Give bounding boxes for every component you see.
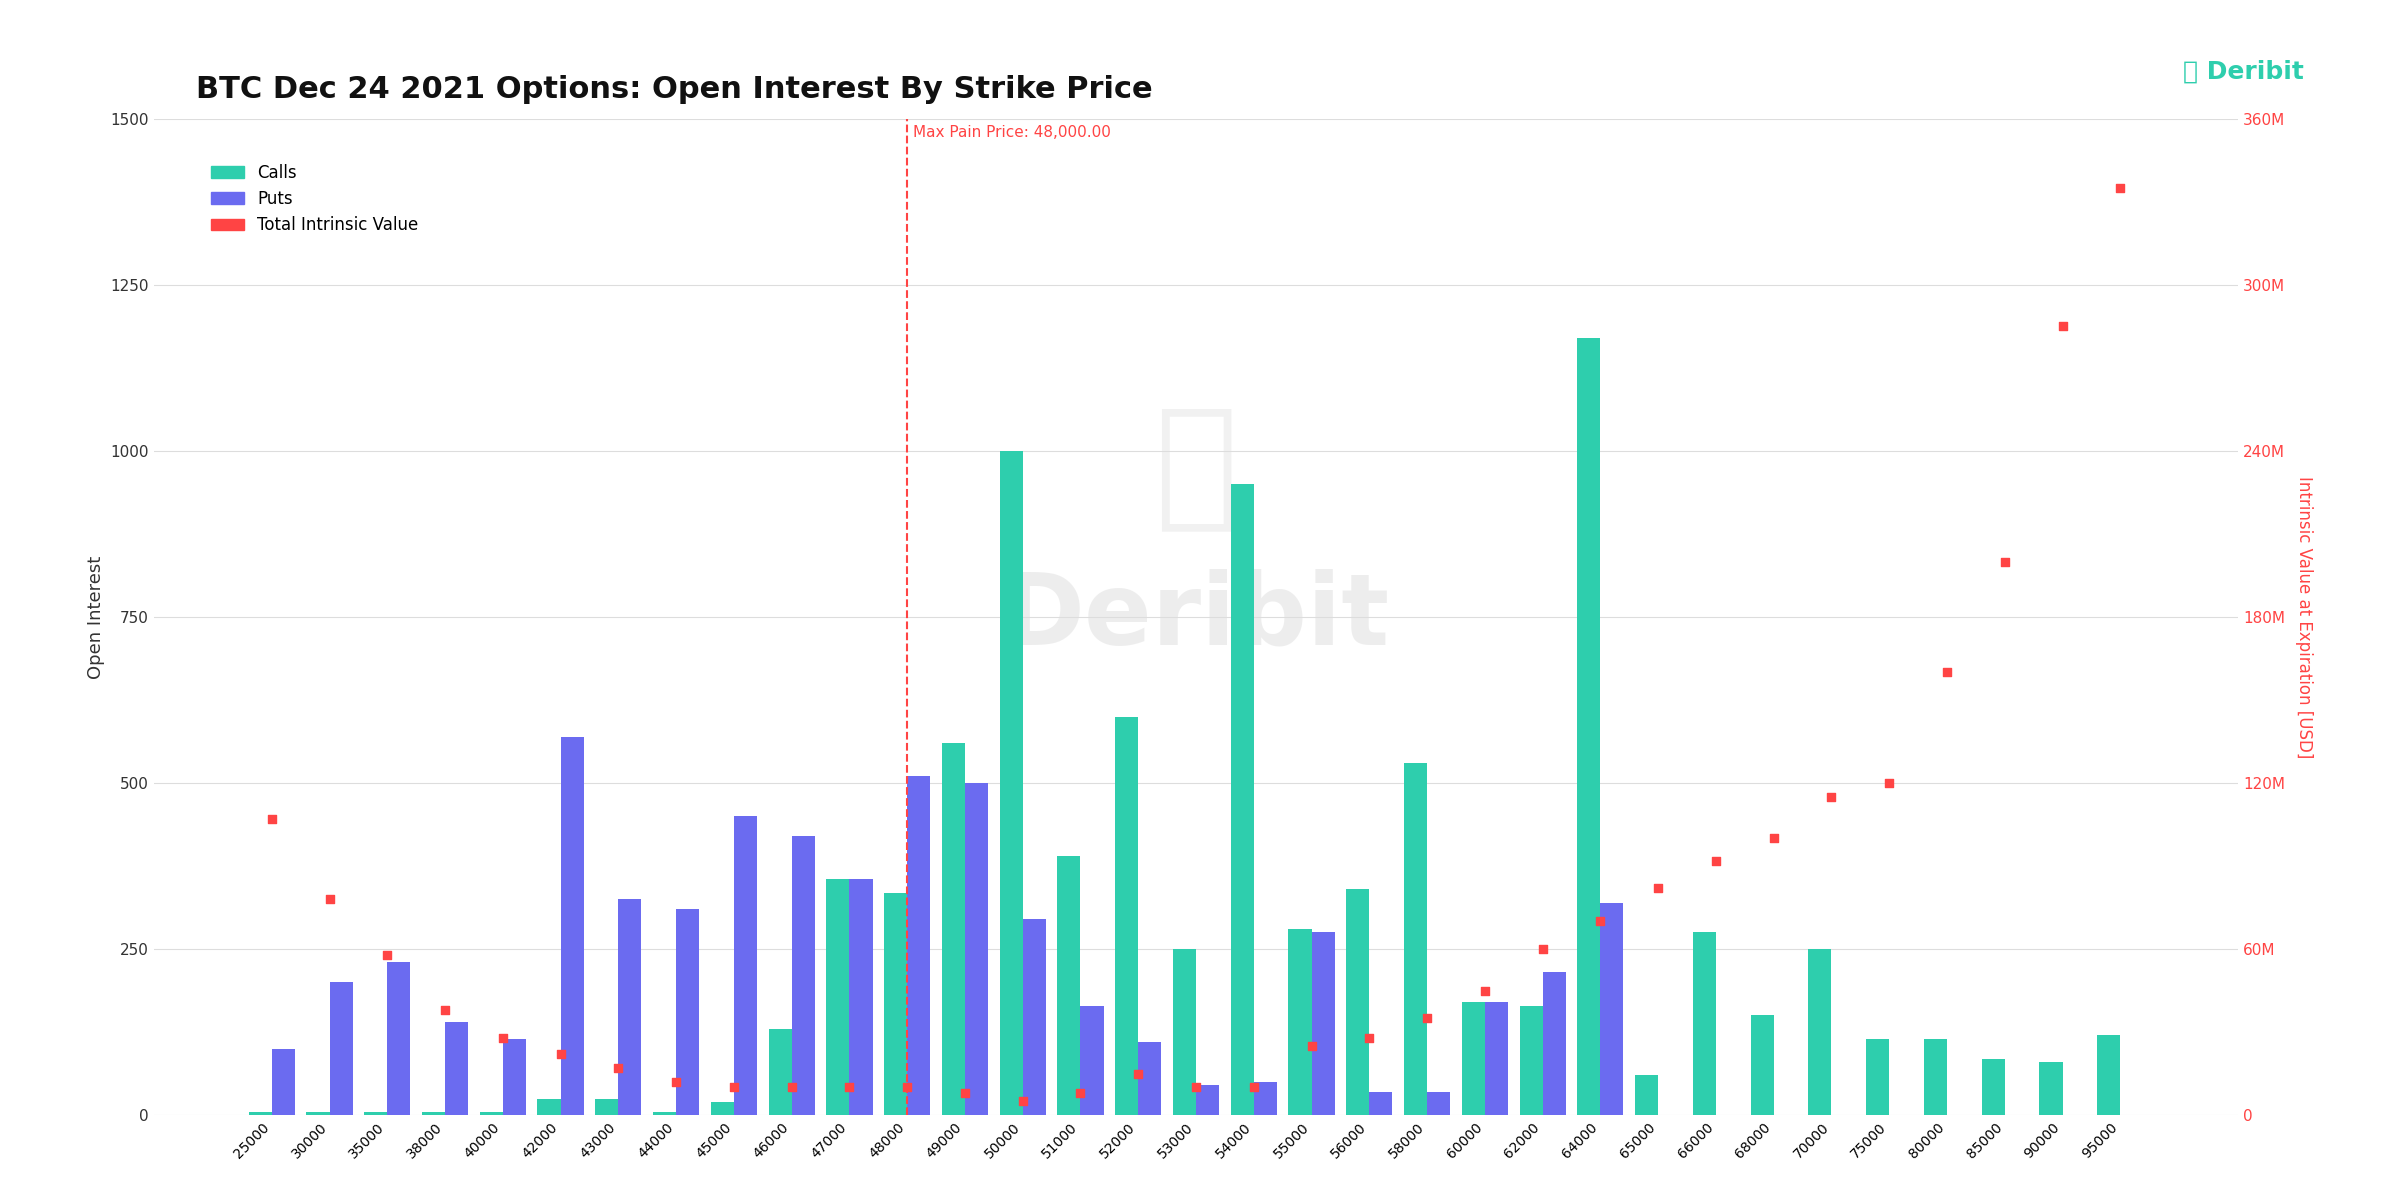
Total Intrinsic Value [1409, 1009, 1447, 1028]
Bar [1346, 889, 1370, 1115]
Bar [1253, 1082, 1277, 1115]
Total Intrinsic Value [1754, 829, 1793, 848]
Bar [653, 1112, 677, 1115]
Total Intrinsic Value [888, 1078, 926, 1097]
Total Intrinsic Value [1812, 787, 1850, 806]
Bar [1867, 1039, 1889, 1115]
Bar [1519, 1006, 1543, 1115]
Bar [2098, 1036, 2119, 1115]
Bar [1634, 1075, 1658, 1115]
Bar [1750, 1015, 1774, 1115]
Bar [1138, 1042, 1162, 1115]
Total Intrinsic Value [2042, 317, 2081, 336]
Text: Deribit: Deribit [1001, 569, 1390, 666]
Text: BTC Dec 24 2021 Options: Open Interest By Strike Price: BTC Dec 24 2021 Options: Open Interest B… [197, 74, 1152, 104]
Bar [1404, 763, 1428, 1115]
Total Intrinsic Value [1176, 1078, 1214, 1097]
Total Intrinsic Value [310, 889, 348, 908]
Bar [504, 1039, 526, 1115]
Bar [792, 836, 814, 1115]
Bar [677, 910, 698, 1115]
Bar [1370, 1092, 1392, 1115]
Bar [883, 893, 907, 1115]
Bar [1289, 929, 1310, 1115]
Total Intrinsic Value [830, 1078, 869, 1097]
Bar [562, 737, 583, 1115]
Total Intrinsic Value [1582, 912, 1620, 931]
Total Intrinsic Value [1118, 1064, 1157, 1084]
Bar [1601, 902, 1622, 1115]
Bar [595, 1098, 619, 1115]
Bar [941, 743, 965, 1115]
Bar [307, 1112, 329, 1115]
Bar [250, 1112, 271, 1115]
Total Intrinsic Value [946, 1084, 984, 1103]
Bar [965, 784, 989, 1115]
Bar [1310, 932, 1334, 1115]
Total Intrinsic Value [2100, 179, 2138, 198]
Bar [710, 1102, 734, 1115]
Bar [1231, 484, 1253, 1115]
Total Intrinsic Value [1639, 878, 1678, 898]
Bar [1807, 949, 1831, 1115]
Bar [619, 899, 641, 1115]
Total Intrinsic Value [715, 1078, 754, 1097]
Bar [1174, 949, 1195, 1115]
Bar [1692, 932, 1716, 1115]
Bar [734, 816, 756, 1115]
Total Intrinsic Value [1061, 1084, 1099, 1103]
Bar [1486, 1002, 1507, 1115]
Bar [538, 1098, 562, 1115]
Total Intrinsic Value [600, 1058, 638, 1078]
Total Intrinsic Value [1985, 552, 2023, 571]
Total Intrinsic Value [1291, 1037, 1330, 1056]
Bar [1428, 1092, 1450, 1115]
Bar [480, 1112, 504, 1115]
Total Intrinsic Value [252, 810, 290, 829]
Total Intrinsic Value [485, 1028, 523, 1048]
Bar [1116, 716, 1138, 1115]
Bar [1080, 1006, 1104, 1115]
Bar [1022, 919, 1046, 1115]
Y-axis label: Open Interest: Open Interest [86, 556, 106, 679]
Bar [365, 1112, 386, 1115]
Bar [1462, 1002, 1486, 1115]
Legend: Calls, Puts, Total Intrinsic Value: Calls, Puts, Total Intrinsic Value [204, 157, 425, 241]
Total Intrinsic Value [658, 1073, 696, 1092]
Bar [329, 983, 353, 1115]
Bar [444, 1022, 468, 1115]
Text: ₿ Deribit: ₿ Deribit [2184, 60, 2304, 84]
Bar [1543, 972, 1565, 1115]
Bar [850, 880, 874, 1115]
Bar [826, 880, 850, 1115]
Total Intrinsic Value [1234, 1078, 1272, 1097]
Bar [1195, 1085, 1219, 1115]
Bar [1925, 1039, 1946, 1115]
Bar [2040, 1062, 2062, 1115]
Bar [1001, 451, 1022, 1115]
Total Intrinsic Value [1351, 1028, 1390, 1048]
Total Intrinsic Value [1870, 774, 1908, 793]
Total Intrinsic Value [1697, 851, 1735, 870]
Text: Max Pain Price: 48,000.00: Max Pain Price: 48,000.00 [912, 126, 1111, 140]
Total Intrinsic Value [542, 1045, 581, 1064]
Total Intrinsic Value [1927, 662, 1966, 682]
Bar [768, 1028, 792, 1115]
Total Intrinsic Value [1524, 940, 1562, 959]
Bar [907, 776, 931, 1115]
Bar [1058, 856, 1080, 1115]
Total Intrinsic Value [773, 1078, 811, 1097]
Y-axis label: Intrinsic Value at Expiration [USD]: Intrinsic Value at Expiration [USD] [2294, 475, 2314, 758]
Bar [422, 1112, 444, 1115]
Bar [386, 962, 410, 1115]
Total Intrinsic Value [1003, 1092, 1042, 1111]
Total Intrinsic Value [367, 946, 406, 965]
Total Intrinsic Value [425, 1001, 463, 1020]
Bar [1577, 338, 1601, 1115]
Text: ₿: ₿ [1154, 400, 1238, 535]
Bar [271, 1049, 295, 1115]
Bar [1982, 1058, 2004, 1115]
Total Intrinsic Value [1466, 980, 1505, 1000]
